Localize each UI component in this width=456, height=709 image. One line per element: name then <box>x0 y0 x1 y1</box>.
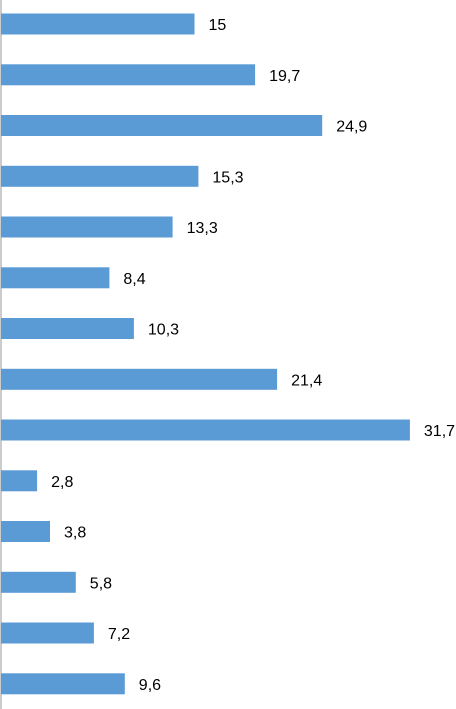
bar-value-label-14: 9,6 <box>139 677 161 694</box>
bar-value-label-13: 7,2 <box>108 626 130 643</box>
bar-12 <box>1 571 76 593</box>
bar-2 <box>1 64 256 86</box>
bar-value-label-8: 21,4 <box>291 372 322 389</box>
bar-value-label-1: 15 <box>209 17 227 34</box>
bar-5 <box>1 216 173 238</box>
bar-value-label-3: 24,9 <box>336 119 367 136</box>
bar-10 <box>1 470 38 492</box>
bar-4 <box>1 165 199 187</box>
bar-11 <box>1 521 50 542</box>
bar-value-label-7: 10,3 <box>148 322 179 339</box>
bar-3 <box>1 115 323 136</box>
bar-value-label-11: 3,8 <box>64 525 86 542</box>
bar-13 <box>1 622 94 644</box>
bar-1 <box>1 13 195 35</box>
bar-value-label-4: 15,3 <box>212 169 243 186</box>
bar-value-label-9: 31,7 <box>424 423 455 440</box>
bar-value-label-5: 13,3 <box>187 220 218 237</box>
bar-7 <box>1 318 134 339</box>
bar-value-label-2: 19,7 <box>269 68 300 85</box>
bar-value-label-10: 2,8 <box>51 474 73 491</box>
data-labels-group: 15 19,7 24,9 15,3 13,3 8,4 10,3 21,4 31,7 2,8 3,8 5… <box>51 17 455 694</box>
bar-14 <box>1 673 125 695</box>
bars-group <box>1 13 410 695</box>
bar-8 <box>1 368 278 390</box>
bar-value-label-12: 5,8 <box>90 575 112 592</box>
bar-9 <box>1 419 410 441</box>
bar-value-label-6: 8,4 <box>123 271 145 288</box>
bar-6 <box>1 267 110 289</box>
